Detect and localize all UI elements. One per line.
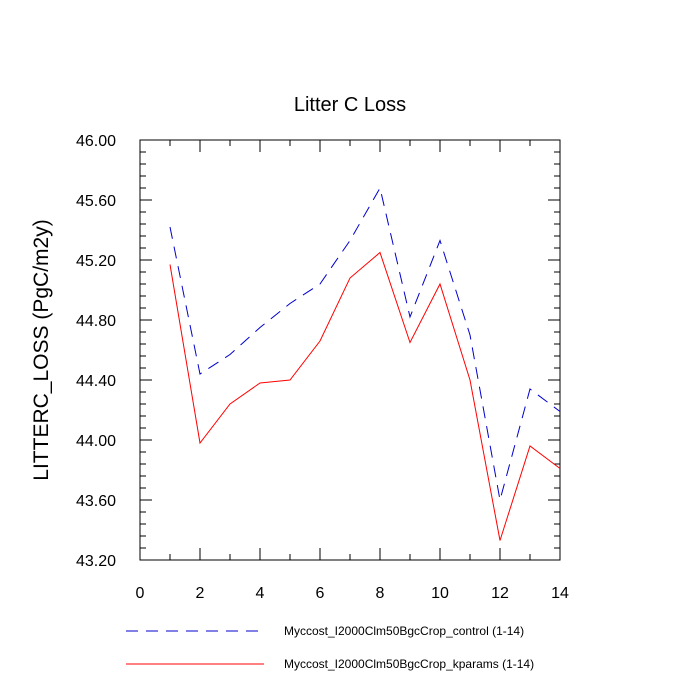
y-tick-label: 45.60 [76,193,116,210]
series-line-control [169,186,561,501]
legend-label-control: Myccost_I2000Clm50BgcCrop_control (1-14) [284,624,524,638]
x-tick-label: 0 [136,585,145,602]
x-tick-label: 4 [256,585,265,602]
axis-ticks [139,139,561,561]
y-tick-label: 44.80 [76,313,116,330]
y-tick-label: 46.00 [76,133,116,150]
legend-label-kparams: Myccost_I2000Clm50BgcCrop_kparams (1-14) [284,657,534,671]
x-tick-label: 8 [376,585,385,602]
axis-tick-labels: 0 2 4 6 8 10 12 14 43.20 43.60 44.00 44.40 44.80 45.2… [76,133,569,602]
plot-frame [139,139,561,561]
x-tick-label: 12 [491,585,509,602]
y-tick-label: 43.60 [76,493,116,510]
x-tick-label: 6 [316,585,325,602]
y-tick-label: 44.40 [76,373,116,390]
x-tick-label: 14 [551,585,569,602]
y-tick-label: 45.20 [76,253,116,270]
x-tick-label: 10 [431,585,449,602]
y-tick-label: 44.00 [76,433,116,450]
chart-title: Litter C Loss [294,94,406,116]
series-lines [169,186,561,541]
x-tick-label: 2 [196,585,205,602]
y-tick-label: 43.20 [76,553,116,570]
y-axis-label: LITTERC_LOSS (PgC/m2y) [30,219,53,480]
legend: Myccost_I2000Clm50BgcCrop_control (1-14)… [126,624,534,671]
series-line-kparams [169,251,561,541]
